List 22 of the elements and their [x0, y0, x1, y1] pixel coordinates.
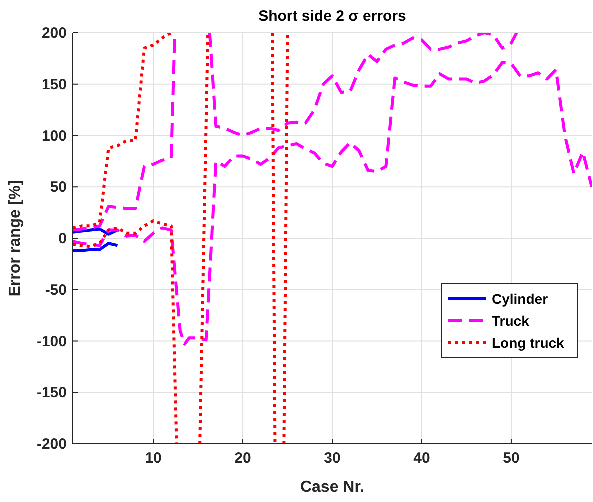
x-tick-label: 40 — [414, 450, 430, 467]
line-series — [73, 33, 173, 230]
legend-label: Cylinder — [492, 291, 549, 307]
y-tick-label: -50 — [45, 282, 67, 299]
y-tick-label: 100 — [42, 128, 67, 145]
legend-label: Long truck — [492, 335, 565, 351]
y-axis-title: Error range [%] — [7, 180, 24, 297]
y-tick-label: -200 — [36, 436, 67, 453]
x-tick-label: 30 — [324, 450, 341, 467]
y-tick-label: 0 — [58, 230, 67, 248]
x-tick-label: 20 — [234, 450, 252, 467]
legend-label: Truck — [492, 313, 530, 329]
y-tick-label: 200 — [42, 25, 67, 42]
x-tick-label: 50 — [503, 450, 520, 467]
y-tick-label: 150 — [42, 76, 67, 94]
chart-title: Short side 2 σ errors — [258, 8, 406, 25]
x-axis-title: Case Nr. — [300, 479, 365, 496]
y-tick-label: 50 — [50, 179, 67, 196]
line-series — [73, 242, 120, 252]
y-tick-label: -100 — [36, 333, 67, 350]
y-tick-label: -150 — [36, 384, 67, 402]
x-tick-label: 10 — [145, 450, 162, 467]
